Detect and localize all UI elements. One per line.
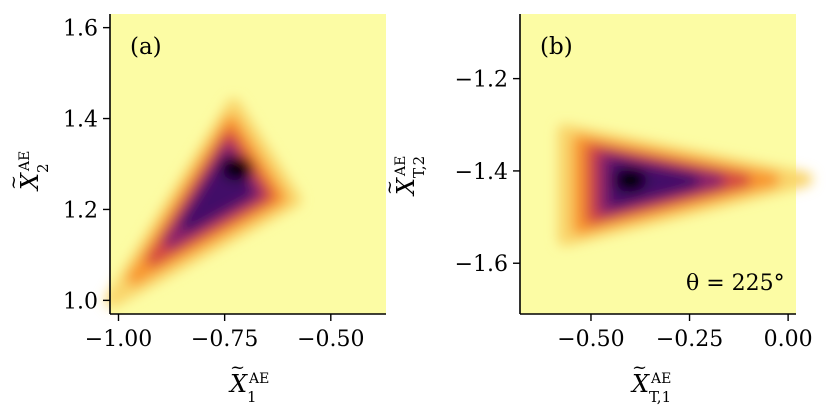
y-label-sub-a: 2 xyxy=(34,163,52,173)
x-tick-label: −0.50 xyxy=(557,327,624,352)
svg-text:X: X xyxy=(392,177,420,197)
ticks-b: −0.50 −0.25 0.00 −1.2 −1.4 −1.6 xyxy=(455,68,813,352)
y-label-base-b: X xyxy=(392,177,420,197)
y-label-sub-b: T,2 xyxy=(410,156,428,178)
x-label-base-a: X xyxy=(228,370,248,398)
x-label-sup-b: AE xyxy=(650,371,671,387)
panel-b: −0.50 −0.25 0.00−1.2−1.4−1.6 (b) θ = 225° … xyxy=(379,14,813,406)
y-tick-label: −1.2 xyxy=(455,68,508,93)
panel-label-a: (a) xyxy=(130,34,162,60)
ticks-a: −1.00 −0.75 −0.50 1.0 1.2 1.4 1.6 xyxy=(63,17,365,352)
y-label-sup-b: AE xyxy=(393,156,409,177)
x-tick-label: 0.00 xyxy=(764,327,813,352)
y-label-tilde-b: ~ xyxy=(379,180,400,195)
x-axis-label-a: X AE 1 ~ xyxy=(228,357,269,406)
y-tick-label: 1.2 xyxy=(63,198,98,223)
x-tick-label: −0.50 xyxy=(297,327,364,352)
density-a xyxy=(105,98,302,308)
y-tick-label: 1.4 xyxy=(63,108,98,133)
svg-text:X: X xyxy=(228,370,248,398)
y-tick-label: −1.6 xyxy=(455,252,508,277)
density-peak xyxy=(221,156,254,181)
x-axis-label-b: X AE T,1 ~ xyxy=(630,357,671,406)
y-axis-label-b: X AE T,2 ~ xyxy=(379,156,428,197)
x-tick-label: −1.00 xyxy=(85,327,152,352)
x-tick-label: −0.25 xyxy=(656,327,723,352)
y-label-tilde-a: ~ xyxy=(3,175,24,190)
x-label-tilde-a: ~ xyxy=(230,357,245,378)
x-label-sub-a: 1 xyxy=(247,388,257,406)
y-tick-label: −1.4 xyxy=(455,160,508,185)
density-peak xyxy=(614,168,647,193)
y-tick-label: 1.0 xyxy=(63,289,98,314)
y-label-sup-a: AE xyxy=(17,151,33,172)
y-label-base-a: X xyxy=(16,172,44,192)
x-tick-label: −0.75 xyxy=(191,327,258,352)
panel-label-b: (b) xyxy=(540,34,573,60)
density-b xyxy=(557,124,813,247)
panel-a: −1.00 −0.75 −0.50 1.0 1.2 1.4 1.6 (a) X AE 1 ~… xyxy=(3,14,386,406)
x-label-base-b: X xyxy=(630,370,650,398)
svg-text:X: X xyxy=(16,172,44,192)
x-label-tilde-b: ~ xyxy=(632,357,647,378)
x-label-sup-a: AE xyxy=(248,371,269,387)
theta-annotation: θ = 225° xyxy=(686,271,785,296)
y-tick-label: 1.6 xyxy=(63,17,98,42)
svg-text:X: X xyxy=(630,370,650,398)
y-axis-label-a: X AE 2 ~ xyxy=(3,151,52,192)
x-label-sub-b: T,1 xyxy=(649,388,671,406)
